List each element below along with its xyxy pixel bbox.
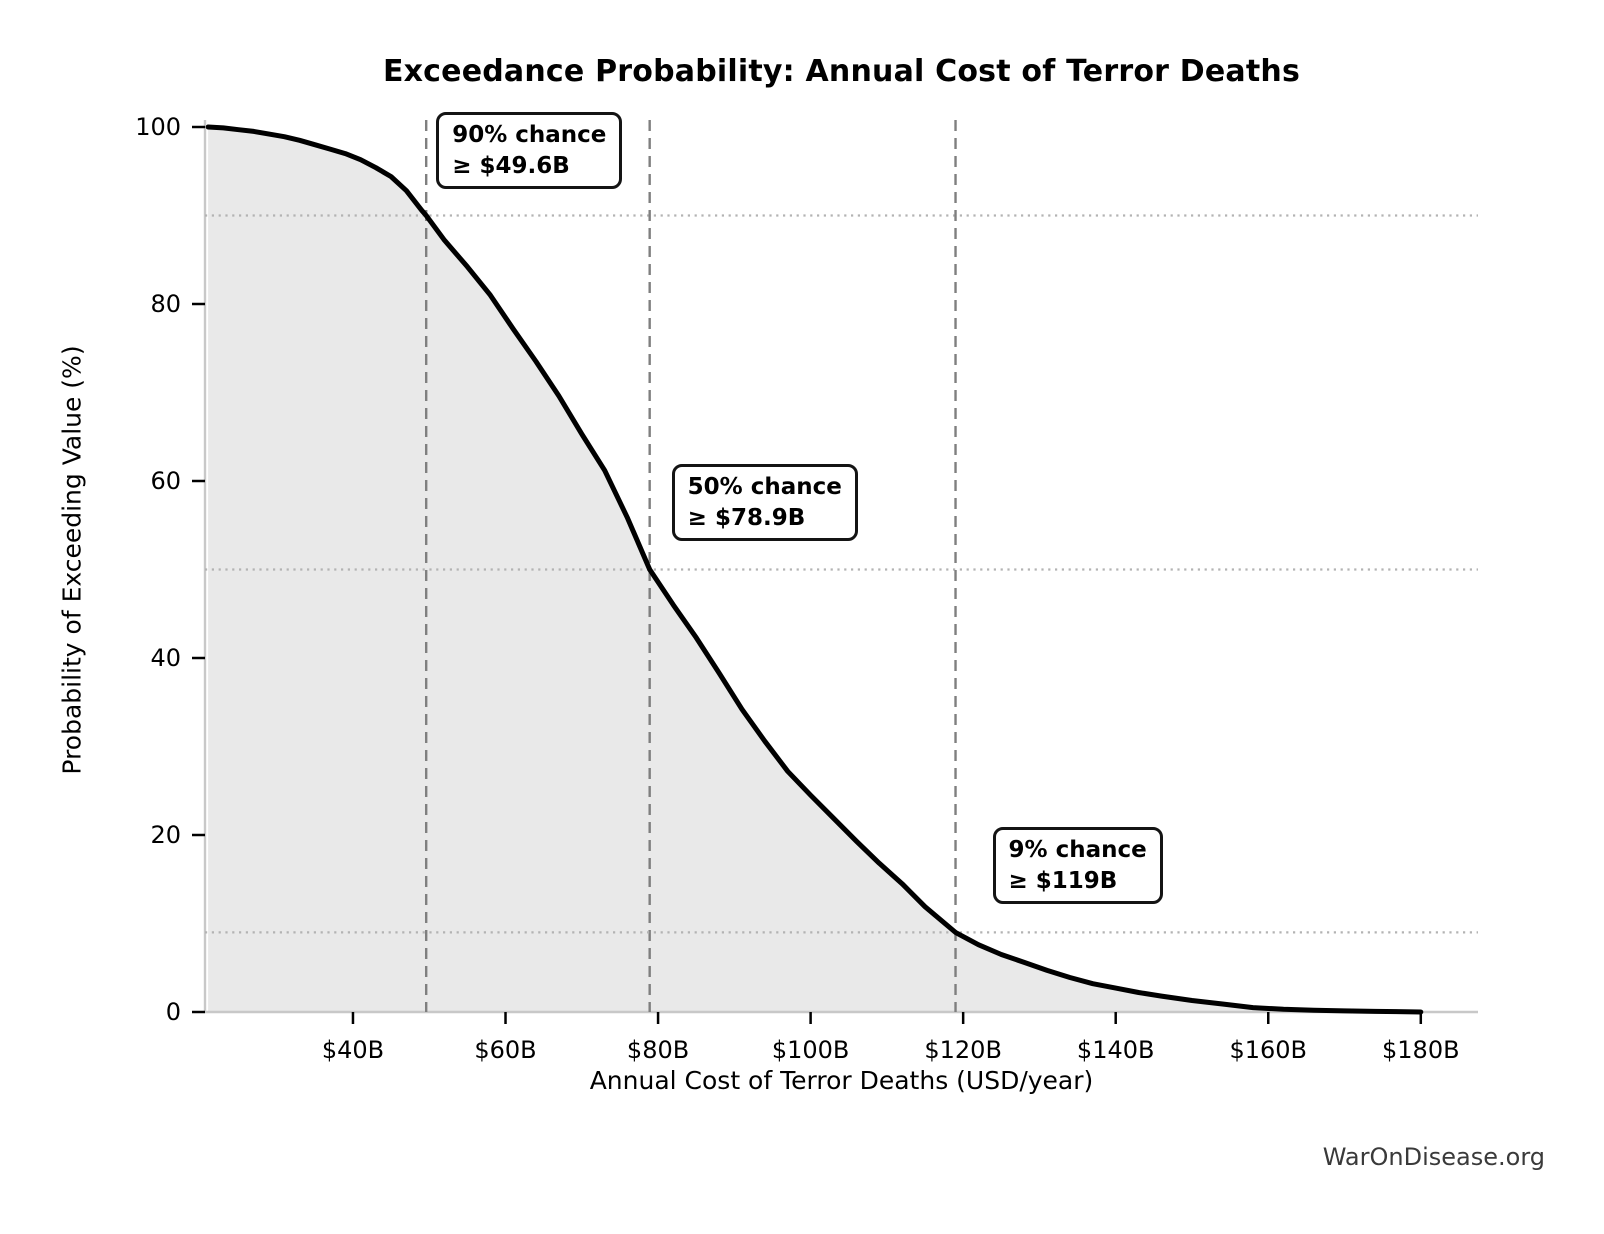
watermark-text: WarOnDisease.org [1322, 1143, 1545, 1171]
annotation-box-50pct: 50% chance ≥ $78.9B [671, 464, 858, 542]
annotation-line-1: 9% chance [1008, 837, 1147, 863]
annotation-line-1: 50% chance [687, 474, 842, 500]
annotation-box-9pct: 9% chance ≥ $119B [992, 827, 1163, 905]
x-tick-label: $60B [474, 1036, 536, 1064]
annotation-box-90pct: 90% chance ≥ $49.6B [436, 112, 623, 190]
x-tick-label: $120B [924, 1036, 1002, 1064]
x-tick-label: $40B [322, 1036, 384, 1064]
x-tick-label: $140B [1077, 1036, 1155, 1064]
y-tick-label: 40 [150, 644, 181, 672]
annotation-line-2: ≥ $78.9B [687, 504, 806, 531]
y-tick-label: 0 [166, 998, 181, 1026]
x-tick-label: $180B [1382, 1036, 1460, 1064]
curve-area-fill [208, 127, 1421, 1012]
x-tick-label: $100B [772, 1036, 850, 1064]
y-axis-label: Probability of Exceeding Value (%) [57, 345, 87, 775]
y-tick-label: 60 [150, 467, 181, 495]
y-tick-label: 80 [150, 290, 181, 318]
annotation-line-1: 90% chance [452, 122, 607, 148]
x-tick-label: $80B [627, 1036, 689, 1064]
chart-title: Exceedance Probability: Annual Cost of T… [382, 54, 1301, 89]
x-tick-label: $160B [1229, 1036, 1307, 1064]
annotation-line-2: ≥ $119B [1008, 867, 1118, 894]
y-tick-label: 100 [135, 113, 181, 141]
annotation-line-2: ≥ $49.6B [452, 152, 570, 179]
exceedance-curve [205, 124, 1424, 1015]
x-axis-label: Annual Cost of Terror Deaths (USD/year) [589, 1066, 1094, 1095]
y-tick-label: 20 [150, 821, 181, 849]
